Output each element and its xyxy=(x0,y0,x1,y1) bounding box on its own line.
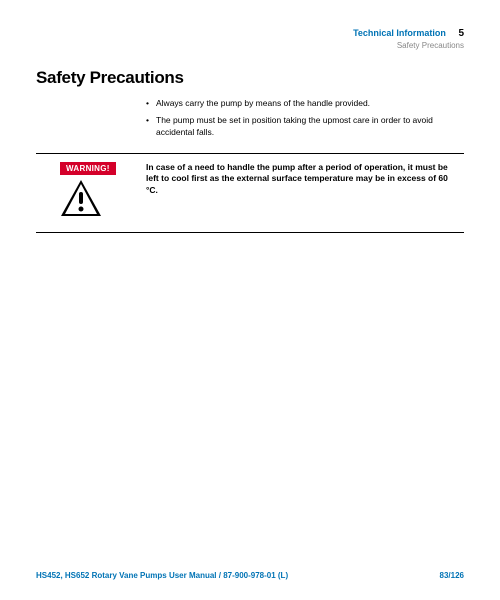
list-item-text: The pump must be set in position taking … xyxy=(156,115,454,139)
bullet-dot-icon: • xyxy=(146,115,156,139)
divider xyxy=(36,232,464,233)
footer-doc-id: HS452, HS652 Rotary Vane Pumps User Manu… xyxy=(36,571,288,580)
bullet-dot-icon: • xyxy=(146,98,156,110)
bullet-list: • Always carry the pump by means of the … xyxy=(146,98,454,139)
warning-gutter: WARNING! xyxy=(36,162,146,222)
chapter-label: Technical Information xyxy=(353,28,446,38)
page-footer: HS452, HS652 Rotary Vane Pumps User Manu… xyxy=(36,571,464,580)
warning-callout: WARNING! In case of a need to handle the… xyxy=(36,154,464,232)
chapter-line: Technical Information 5 xyxy=(36,28,464,39)
list-item: • Always carry the pump by means of the … xyxy=(146,98,454,110)
warning-triangle-icon xyxy=(60,179,102,222)
warning-text: In case of a need to handle the pump aft… xyxy=(146,162,464,196)
footer-page-number: 83/126 xyxy=(440,571,464,580)
warning-badge: WARNING! xyxy=(60,162,116,175)
running-header: Technical Information 5 Safety Precautio… xyxy=(36,28,464,50)
list-item-text: Always carry the pump by means of the ha… xyxy=(156,98,370,110)
list-item: • The pump must be set in position takin… xyxy=(146,115,454,139)
page-title: Safety Precautions xyxy=(36,68,464,88)
subsection-label: Safety Precautions xyxy=(36,41,464,50)
chapter-number: 5 xyxy=(458,28,464,39)
